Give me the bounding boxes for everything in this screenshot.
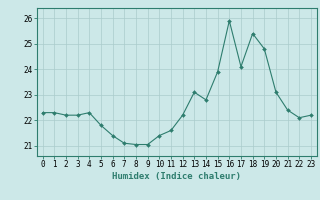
X-axis label: Humidex (Indice chaleur): Humidex (Indice chaleur)	[112, 172, 241, 181]
